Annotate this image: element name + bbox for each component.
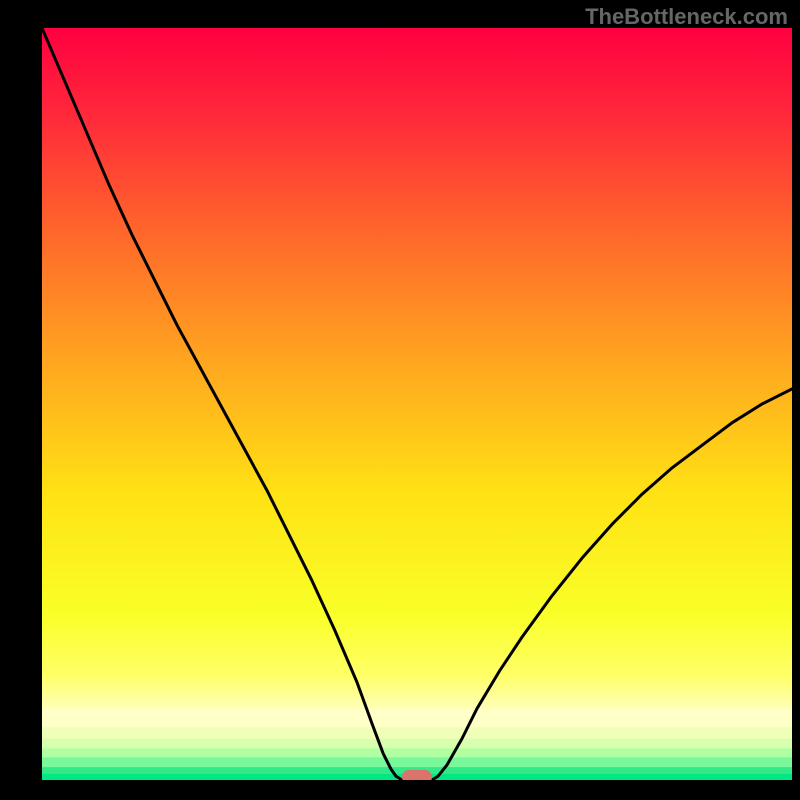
gradient-band [42, 727, 792, 738]
watermark-text: TheBottleneck.com [585, 4, 788, 30]
gradient-chart-svg [42, 28, 792, 780]
gradient-band [42, 757, 792, 767]
gradient-background [42, 28, 792, 780]
bottleneck-marker [402, 770, 432, 780]
gradient-band [42, 748, 792, 757]
chart-container: TheBottleneck.com [0, 0, 800, 800]
plot-area [42, 28, 792, 780]
gradient-band [42, 739, 792, 749]
gradient-band [42, 709, 792, 728]
